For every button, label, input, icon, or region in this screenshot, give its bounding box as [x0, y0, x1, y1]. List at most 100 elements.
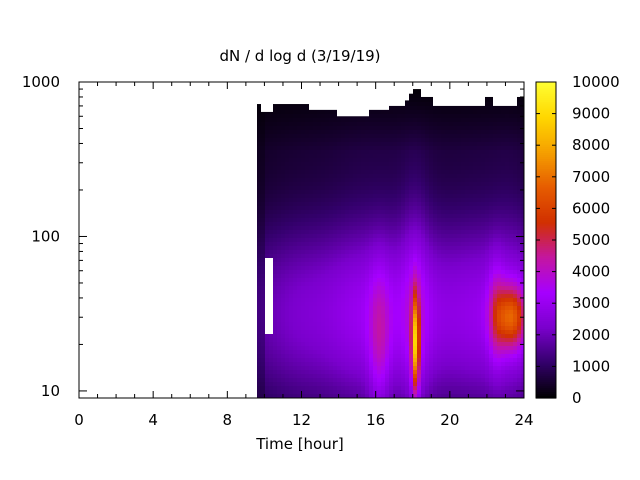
- heatmap-cell: [417, 122, 421, 126]
- heatmap-cell: [429, 186, 433, 190]
- heatmap-cell: [297, 246, 301, 250]
- heatmap-cell: [477, 394, 481, 398]
- heatmap-cell: [453, 130, 457, 134]
- heatmap-cell: [305, 214, 309, 218]
- heatmap-cell: [341, 210, 345, 214]
- heatmap-cell: [405, 390, 409, 394]
- heatmap-cell: [413, 210, 417, 214]
- heatmap-cell: [481, 154, 485, 158]
- heatmap-cell: [285, 258, 289, 262]
- heatmap-cell: [453, 266, 457, 270]
- heatmap-cell: [429, 338, 433, 342]
- heatmap-cell: [497, 318, 501, 322]
- heatmap-cell: [325, 202, 329, 206]
- heatmap-cell: [321, 142, 325, 146]
- heatmap-cell: [397, 382, 401, 386]
- heatmap-cell: [473, 386, 477, 390]
- heatmap-cell: [337, 298, 341, 302]
- heatmap-cell: [497, 126, 501, 130]
- heatmap-cell: [345, 150, 349, 154]
- heatmap-cell: [309, 234, 313, 238]
- colorbar-segment: [536, 168, 556, 172]
- heatmap-cell: [501, 134, 505, 138]
- heatmap-cell: [493, 266, 497, 270]
- heatmap-cell: [449, 386, 453, 390]
- heatmap-cell: [389, 114, 393, 118]
- heatmap-cell: [349, 190, 353, 194]
- heatmap-cell: [277, 214, 281, 218]
- heatmap-cell: [497, 394, 501, 398]
- heatmap-cell: [417, 250, 421, 254]
- heatmap-cell: [397, 202, 401, 206]
- heatmap-cell: [269, 390, 273, 394]
- heatmap-cell: [421, 202, 425, 206]
- heatmap-cell: [485, 102, 489, 106]
- heatmap-cell: [357, 290, 361, 294]
- heatmap-cell: [345, 278, 349, 282]
- heatmap-cell: [329, 154, 333, 158]
- heatmap-cell: [421, 338, 425, 342]
- heatmap-cell: [469, 226, 473, 230]
- heatmap-cell: [393, 386, 397, 390]
- heatmap-cell: [417, 230, 421, 234]
- heatmap-cell: [513, 370, 517, 374]
- heatmap-cell: [513, 358, 517, 362]
- heatmap-cell: [281, 138, 285, 142]
- heatmap-cell: [401, 258, 405, 262]
- heatmap-cell: [337, 302, 341, 306]
- heatmap-cell: [385, 362, 389, 366]
- heatmap-cell: [329, 362, 333, 366]
- heatmap-cell: [437, 138, 441, 142]
- heatmap-cell: [321, 218, 325, 222]
- heatmap-cell: [377, 246, 381, 250]
- heatmap-cell: [521, 158, 524, 162]
- heatmap-cell: [381, 314, 385, 318]
- heatmap-cell: [489, 96, 493, 98]
- heatmap-cell: [349, 174, 353, 178]
- heatmap-cell: [301, 234, 305, 238]
- heatmap-cell: [473, 334, 477, 338]
- heatmap-cell: [453, 186, 457, 190]
- heatmap-cell: [265, 126, 269, 130]
- heatmap-cell: [357, 210, 361, 214]
- heatmap-cell: [301, 266, 305, 270]
- heatmap-cell: [437, 214, 441, 218]
- heatmap-cell: [469, 306, 473, 310]
- heatmap-cell: [513, 190, 517, 194]
- heatmap-cell: [393, 202, 397, 206]
- heatmap-cell: [301, 342, 305, 346]
- heatmap-cell: [273, 254, 277, 258]
- heatmap-cell: [373, 202, 377, 206]
- heatmap-cell: [453, 150, 457, 154]
- heatmap-cell: [285, 242, 289, 246]
- heatmap-cell: [385, 118, 389, 122]
- heatmap-cell: [405, 194, 409, 198]
- heatmap-cell: [281, 166, 285, 170]
- heatmap-cell: [429, 378, 433, 382]
- heatmap-cell: [321, 362, 325, 366]
- heatmap-cell: [365, 334, 369, 338]
- heatmap-cell: [489, 314, 493, 318]
- heatmap-cell: [389, 214, 393, 218]
- heatmap-cell: [489, 114, 493, 118]
- heatmap-cell: [261, 254, 265, 258]
- heatmap-cell: [421, 386, 425, 390]
- heatmap-cell: [281, 358, 285, 362]
- heatmap-cell: [465, 362, 469, 366]
- heatmap-cell: [429, 214, 433, 218]
- heatmap-cell: [453, 198, 457, 202]
- heatmap-cell: [341, 166, 345, 170]
- heatmap-cell: [381, 230, 385, 234]
- heatmap-cell: [497, 338, 501, 342]
- heatmap-cell: [397, 346, 401, 350]
- heatmap-cell: [293, 146, 297, 150]
- heatmap-cell: [265, 178, 269, 182]
- heatmap-cell: [305, 250, 309, 254]
- heatmap-cell: [317, 234, 321, 238]
- heatmap-cell: [261, 114, 265, 118]
- heatmap-cell: [353, 202, 357, 206]
- heatmap-cell: [413, 298, 417, 302]
- heatmap-cell: [505, 146, 509, 150]
- heatmap-cell: [265, 222, 269, 226]
- heatmap-cell: [417, 274, 421, 278]
